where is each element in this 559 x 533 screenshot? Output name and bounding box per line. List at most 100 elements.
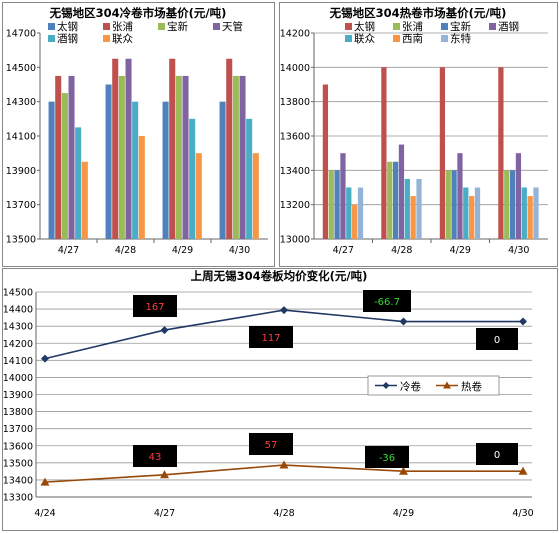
legend-swatch-张浦 (393, 23, 400, 30)
point-冷卷-4/29 (399, 317, 408, 326)
bar-东特-4/29 (474, 187, 481, 239)
bar-酒钢-4/28 (398, 144, 405, 239)
legend-frame (367, 375, 500, 396)
x-tick-label: 4/30 (229, 245, 250, 256)
y-tick-label: 13500 (3, 458, 33, 469)
y-tick-label: 13700 (6, 200, 36, 211)
y-tick-label: 13600 (3, 441, 33, 452)
legend-swatch-联众 (345, 35, 352, 42)
point-冷卷-4/27 (160, 326, 169, 335)
legend-label: 天管 (222, 20, 243, 33)
x-tick-label: 4/29 (450, 245, 471, 256)
bar-西南-4/30 (527, 196, 533, 239)
bar-张浦-4/28 (112, 58, 119, 239)
bar-宝新-4/27 (334, 170, 340, 239)
legend-swatch-西南 (393, 35, 400, 42)
annotation-box (133, 295, 177, 317)
y-tick-label: 13600 (280, 132, 310, 143)
bar-天管-4/29 (182, 75, 189, 240)
bar-联众-4/29 (463, 187, 469, 239)
chart-title: 无锡地区304冷卷市场基价(元/吨) (49, 6, 227, 20)
legend-label: 酒钢 (57, 32, 78, 45)
y-tick-label: 14100 (3, 356, 33, 367)
bar-西南-4/29 (469, 196, 475, 239)
legend-swatch-天管 (213, 23, 220, 30)
annotation-box (133, 445, 177, 467)
x-tick-label: 4/29 (172, 245, 193, 256)
bar-太钢-4/30 (219, 101, 226, 240)
legend-label: 热卷 (461, 380, 482, 393)
y-tick-label: 14400 (3, 305, 33, 316)
legend-swatch-酒钢 (489, 23, 496, 30)
bar-太钢-4/28 (105, 84, 112, 239)
bar-张浦-4/28 (387, 161, 393, 239)
bar-天管-4/28 (125, 58, 132, 239)
y-tick-label: 13500 (6, 235, 36, 246)
legend-label: 张浦 (402, 20, 423, 33)
x-tick-label: 4/30 (508, 245, 529, 256)
bar-太钢-4/30 (498, 67, 504, 239)
bar-宝新-4/30 (232, 75, 239, 240)
bar-西南-4/27 (352, 204, 358, 239)
point-热卷-4/30 (518, 466, 528, 475)
x-tick-label: 4/28 (115, 245, 136, 256)
legend-marker-热卷 (443, 381, 451, 389)
bar-酒钢-4/29 (189, 118, 196, 239)
legend-swatch-太钢 (48, 23, 55, 30)
annotation-box (249, 433, 293, 455)
point-热卷-4/28 (279, 460, 289, 469)
annotation-label: 0 (494, 450, 500, 461)
legend-label: 东特 (450, 32, 471, 45)
y-tick-label: 13800 (280, 97, 310, 108)
y-tick-label: 13900 (6, 166, 36, 177)
annotation-label: 167 (145, 302, 164, 313)
bar-酒钢-4/28 (132, 101, 139, 240)
point-冷卷-4/24 (41, 354, 49, 363)
legend-swatch-联众 (103, 35, 110, 42)
x-tick-label: 4/29 (393, 508, 414, 519)
point-冷卷-4/28 (280, 306, 288, 315)
x-tick-label: 4/27 (154, 508, 175, 519)
chart-title: 无锡地区304热卷市场基价(元/吨) (329, 6, 507, 20)
bar-宝新-4/28 (118, 75, 125, 240)
legend-label: 冷卷 (400, 380, 421, 393)
y-tick-label: 13900 (3, 390, 33, 401)
x-tick-label: 4/24 (34, 508, 55, 519)
bar-联众-4/30 (521, 187, 527, 239)
bar-太钢-4/29 (162, 101, 169, 240)
y-tick-label: 13700 (3, 424, 33, 435)
y-tick-label: 14300 (3, 322, 33, 333)
legend-swatch-东特 (441, 35, 448, 42)
bar-chart-1: 无锡地区304冷卷市场基价(元/吨) 13500 13700 13900 14100 14… (6, 6, 268, 256)
legend-label: 太钢 (354, 20, 375, 33)
bar-宝新-4/29 (175, 75, 182, 240)
x-tick-label: 4/28 (273, 508, 294, 519)
bar-张浦-4/29 (169, 58, 176, 239)
annotation-box (365, 446, 409, 468)
bar-联众-4/28 (138, 136, 145, 239)
bar-酒钢-4/29 (457, 153, 463, 239)
bar-张浦-4/27 (55, 75, 62, 240)
annotation-label: -36 (379, 453, 395, 464)
bar-太钢-4/29 (439, 67, 446, 239)
bar-太钢-4/27 (48, 101, 55, 240)
annotation-box (249, 326, 293, 348)
bar-酒钢-4/30 (515, 153, 522, 239)
legend-label: 联众 (112, 33, 133, 45)
chart-frame-3 (2, 268, 558, 531)
annotation-label: 43 (149, 452, 162, 463)
y-tick-label: 13200 (280, 200, 310, 211)
annotation-box (363, 290, 411, 312)
bar-张浦-4/30 (226, 58, 233, 239)
legend-label: 联众 (354, 33, 375, 45)
bar-宝新-4/29 (451, 170, 457, 239)
y-tick-label: 14000 (280, 63, 310, 74)
bar-太钢-4/28 (381, 67, 387, 239)
y-tick-label: 14500 (6, 63, 36, 74)
annotation-label: 0 (494, 335, 500, 346)
y-tick-label: 14200 (280, 29, 310, 40)
legend-label: 酒钢 (498, 20, 519, 33)
x-tick-label: 4/27 (58, 245, 79, 256)
bar-酒钢-4/27 (340, 153, 346, 239)
bar-东特-4/28 (416, 178, 422, 239)
